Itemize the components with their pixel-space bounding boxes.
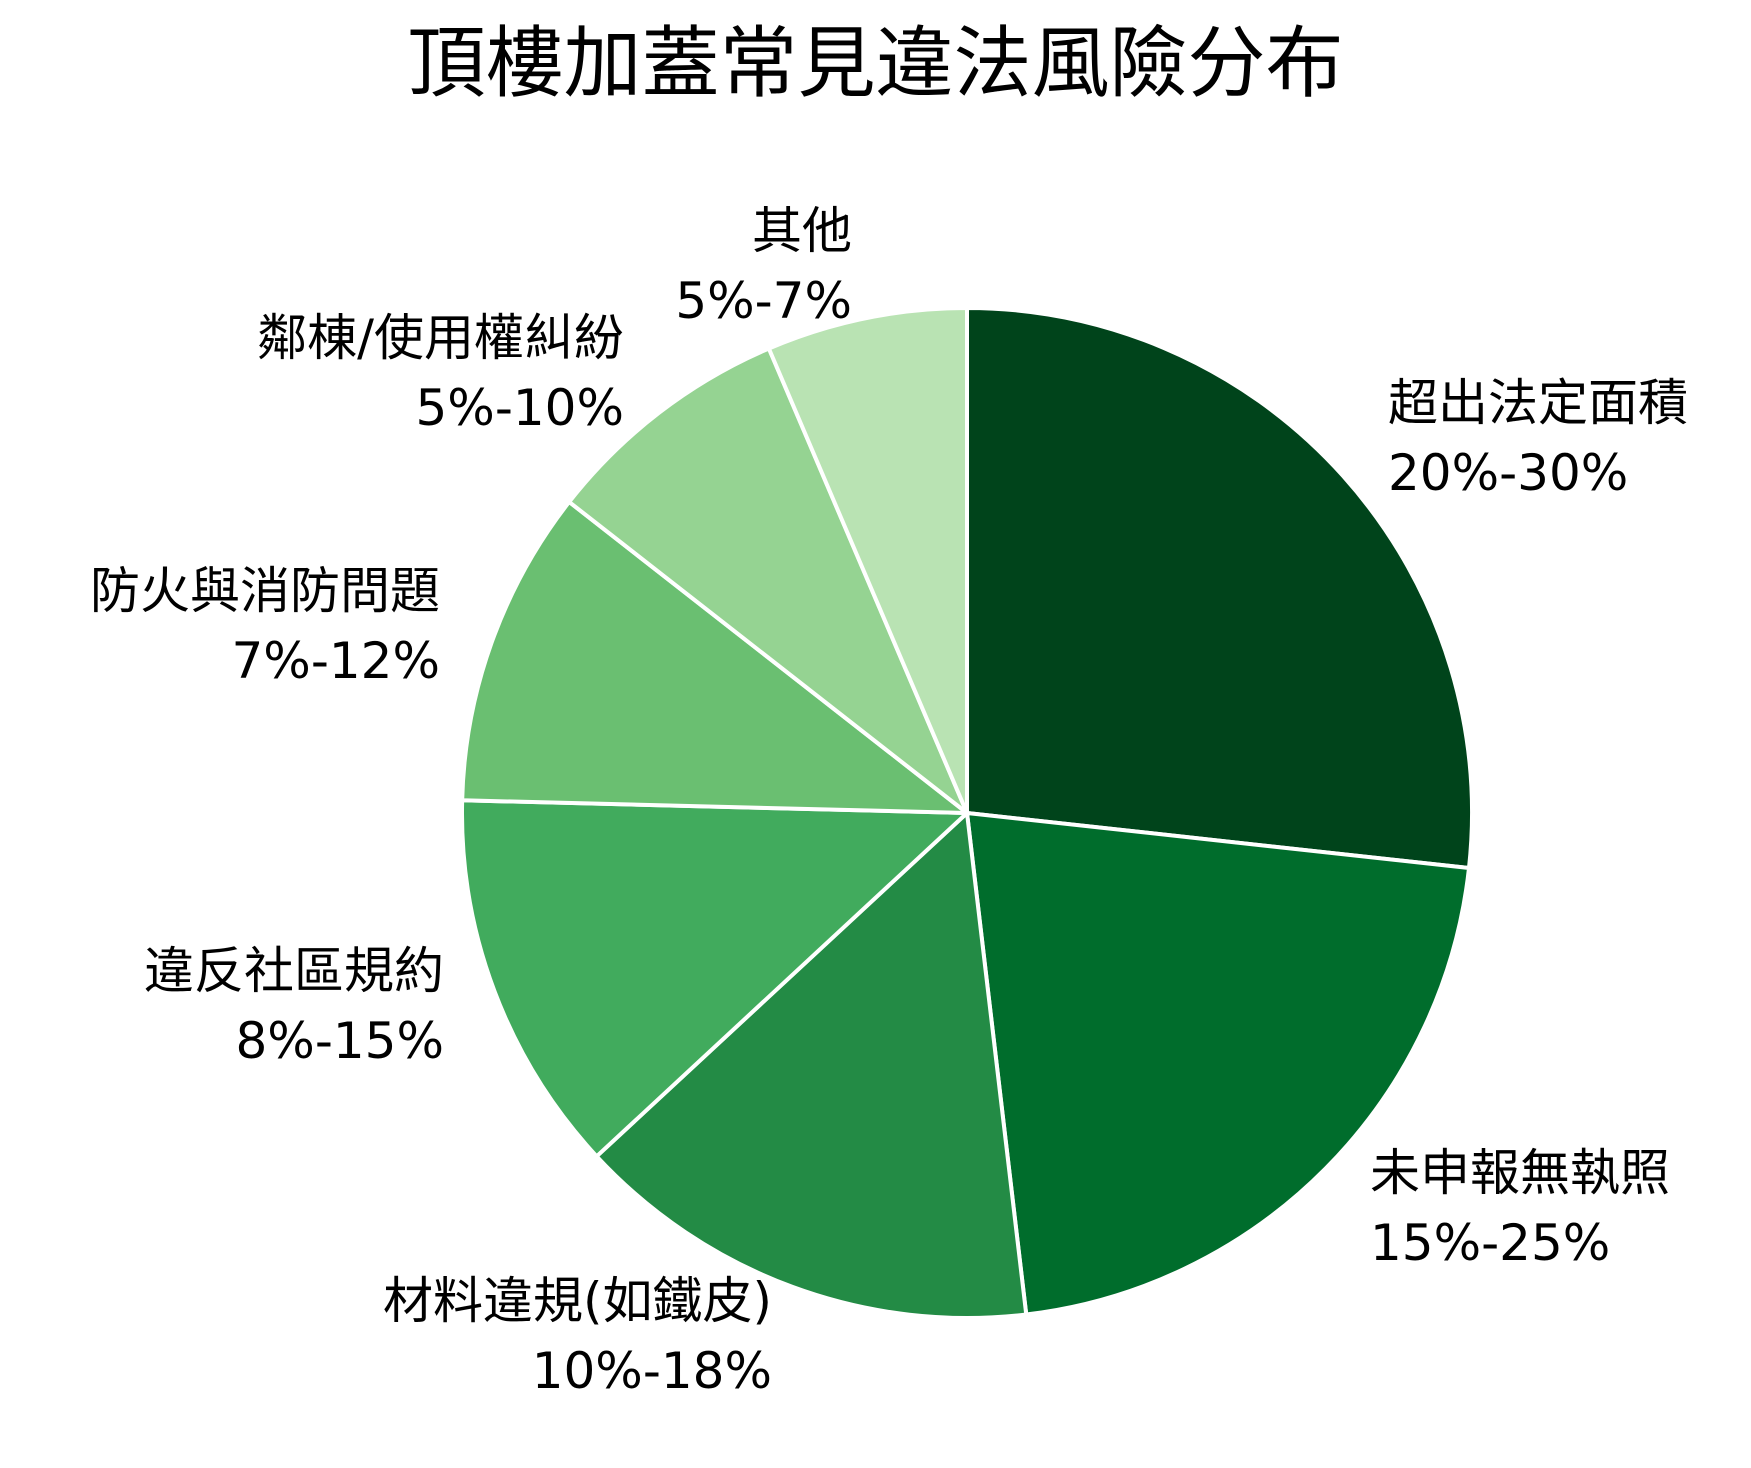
slice-label-3: 材料違規(如鐵皮) xyxy=(383,1272,772,1330)
slice-range-label-2: 15%-25% xyxy=(1370,1214,1610,1272)
slice-range-label-5: 7%-12% xyxy=(232,632,441,690)
slice-label-1: 超出法定面積 xyxy=(1388,374,1688,432)
slice-range-label-7: 5%-7% xyxy=(675,272,852,330)
pie-slice-6 xyxy=(567,346,969,815)
slice-label-5: 防火與消防問題 xyxy=(90,562,440,620)
slice-range-label-6: 5%-10% xyxy=(416,379,625,437)
chart-title: 頂樓加蓋常見違法風險分布 xyxy=(407,19,1344,109)
pie-slice-4 xyxy=(460,798,969,1159)
slice-label-6: 鄰棟/使用權糾紛 xyxy=(257,309,624,367)
slice-labels: 超出法定面積 20%-30% 未申報無執照 15%-25% 材料違規(如鐵皮) 10%-1… xyxy=(90,202,1688,1400)
pie-slice-3 xyxy=(594,811,1029,1320)
pie-slice-7 xyxy=(766,306,969,815)
slice-range-label-1: 20%-30% xyxy=(1388,444,1628,502)
slice-range-label-4: 8%-15% xyxy=(236,1012,445,1070)
pie-slices xyxy=(460,306,1474,1320)
pie-slice-2 xyxy=(965,811,1471,1317)
slice-label-4: 違反社區規約 xyxy=(144,942,444,1000)
slice-label-7: 其他 xyxy=(752,202,852,260)
slice-label-2: 未申報無執照 xyxy=(1370,1144,1670,1202)
slice-range-label-3: 10%-18% xyxy=(532,1342,772,1400)
pie-slice-1 xyxy=(965,306,1474,871)
pie-slice-5 xyxy=(460,499,969,815)
